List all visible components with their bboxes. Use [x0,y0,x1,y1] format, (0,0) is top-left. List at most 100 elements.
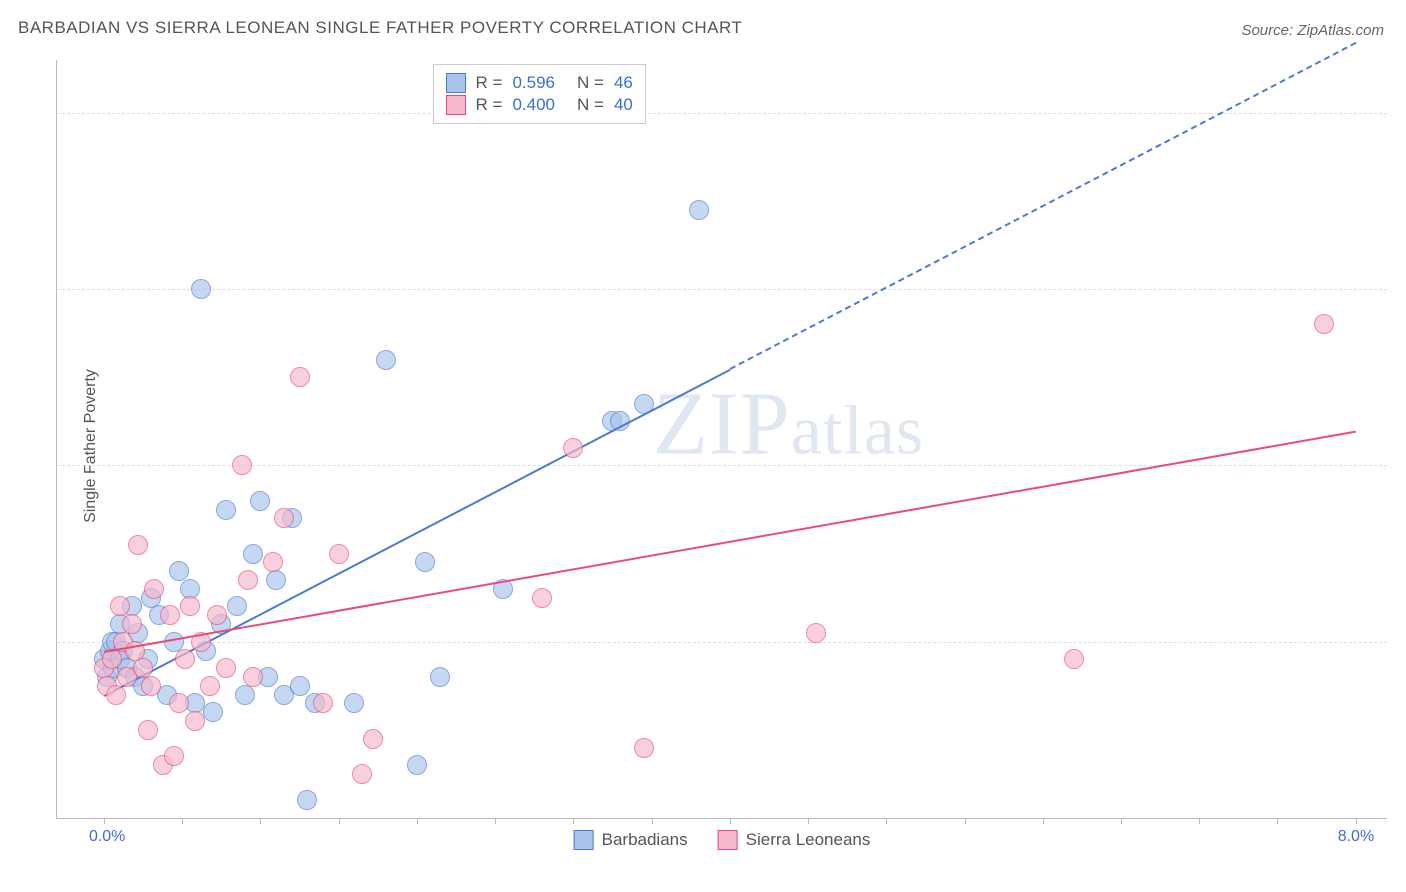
source-text: Source: ZipAtlas.com [1241,22,1384,39]
y-tick-label: 40.0% [1397,456,1406,474]
legend-row: R =0.400N =40 [446,95,633,115]
legend-row: R = 0.596 N = 46 [446,73,633,93]
legend-item: Barbadians [574,830,688,850]
correlation-legend: R = 0.596 N = 46R = 0.400 N = 40 [433,64,646,124]
data-point [216,500,236,520]
data-point [313,693,333,713]
swatch-icon [718,830,738,850]
data-point [363,729,383,749]
data-point [407,755,427,775]
data-point [169,561,189,581]
legend-r-value: 0.400 [512,95,555,115]
data-point [200,676,220,696]
data-point [203,702,223,722]
data-point [532,588,552,608]
data-point [806,623,826,643]
data-point [563,438,583,458]
data-point [110,596,130,616]
data-point [216,658,236,678]
y-tick-label: 20.0% [1397,633,1406,651]
data-point [352,764,372,784]
data-point [344,693,364,713]
legend-item: Sierra Leoneans [718,830,871,850]
data-point [191,279,211,299]
gridline-h [57,465,1387,466]
gridline-h [57,289,1387,290]
data-point [138,720,158,740]
x-minor-tick [1356,818,1357,824]
x-minor-tick [730,818,731,824]
data-point [175,649,195,669]
x-minor-tick [417,818,418,824]
data-point [243,544,263,564]
data-point [415,552,435,572]
data-point [169,693,189,713]
x-minor-tick [886,818,887,824]
data-point [250,491,270,511]
data-point [106,685,126,705]
swatch-icon [574,830,594,850]
legend-n-value: 40 [614,95,633,115]
data-point [235,685,255,705]
data-point [290,676,310,696]
legend-n-value: 46 [614,73,633,93]
x-minor-tick [1043,818,1044,824]
x-minor-tick [1121,818,1122,824]
legend-r-value: 0.596 [512,73,555,93]
data-point [164,746,184,766]
x-minor-tick [808,818,809,824]
data-point [329,544,349,564]
data-point [297,790,317,810]
scatter-chart: ZIPatlas 20.0%40.0%60.0%80.0%0.0%8.0%R =… [56,60,1387,819]
data-point [144,579,164,599]
data-point [1314,314,1334,334]
x-tick-label: 8.0% [1338,828,1374,846]
data-point [160,605,180,625]
x-minor-tick [652,818,653,824]
data-point [122,614,142,634]
legend-n-label: N = [577,73,604,93]
swatch-icon [446,73,466,93]
data-point [227,596,247,616]
data-point [266,570,286,590]
swatch-icon [446,95,466,115]
chart-title: BARBADIAN VS SIERRA LEONEAN SINGLE FATHE… [18,18,742,38]
data-point [185,711,205,731]
data-point [274,508,294,528]
data-point [430,667,450,687]
legend-label: Sierra Leoneans [746,830,871,850]
x-minor-tick [965,818,966,824]
trend-line [729,42,1356,370]
y-tick-label: 60.0% [1397,280,1406,298]
data-point [634,738,654,758]
y-tick-label: 80.0% [1397,104,1406,122]
data-point [376,350,396,370]
x-minor-tick [1277,818,1278,824]
series-legend: Barbadians Sierra Leoneans [574,830,871,850]
gridline-h [57,113,1387,114]
x-minor-tick [339,818,340,824]
x-minor-tick [1199,818,1200,824]
data-point [243,667,263,687]
x-minor-tick [495,818,496,824]
data-point [1064,649,1084,669]
data-point [180,596,200,616]
trend-line [104,430,1356,652]
data-point [141,676,161,696]
data-point [290,367,310,387]
data-point [689,200,709,220]
legend-r-label: R = [476,73,503,93]
legend-n-label: N = [577,95,604,115]
data-point [238,570,258,590]
x-tick-label: 0.0% [89,828,125,846]
data-point [232,455,252,475]
data-point [128,535,148,555]
x-minor-tick [260,818,261,824]
gridline-h [57,642,1387,643]
x-minor-tick [573,818,574,824]
x-minor-tick [104,818,105,824]
x-minor-tick [182,818,183,824]
data-point [263,552,283,572]
data-point [207,605,227,625]
legend-label: Barbadians [602,830,688,850]
